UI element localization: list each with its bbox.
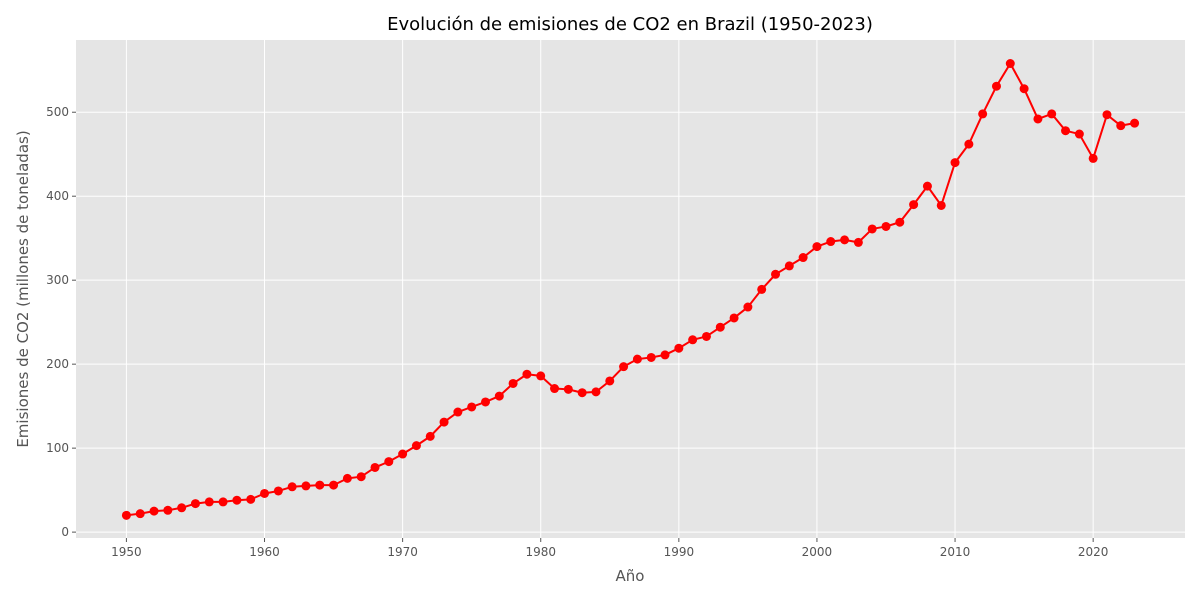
x-axis-ticks: 1950 1960 1970 1980 1990 2000 2010 2020 [111,538,1108,559]
data-point [536,371,546,381]
data-point [1116,121,1126,131]
x-tick-label: 1980 [525,545,556,559]
grid-lines [76,40,1185,538]
data-point [370,462,380,472]
data-point [425,431,435,441]
data-point [881,221,891,231]
data-point [964,139,974,149]
data-point [232,495,242,505]
data-point [273,486,283,496]
data-point [978,109,988,119]
x-tick-label: 1960 [249,545,280,559]
data-point [922,181,932,191]
data-point [522,369,532,379]
data-point [743,302,753,312]
data-point [936,200,946,210]
data-point [287,482,297,492]
data-point [163,505,173,515]
x-axis-label: Año [616,567,645,585]
y-tick-label: 300 [46,273,69,287]
data-point [1102,110,1112,120]
y-axis-ticks: 0 100 200 300 400 500 [46,105,76,539]
data-point [1074,129,1084,139]
data-point [1019,84,1029,94]
data-point [812,242,822,252]
data-point [384,457,394,467]
data-point [356,472,366,482]
data-point [950,158,960,168]
data-point [329,480,339,490]
data-point [550,384,560,394]
data-point [605,376,615,386]
data-point [135,509,145,519]
y-axis-label: Emisiones de CO2 (millones de toneladas) [14,130,32,447]
data-point [1047,109,1057,119]
y-tick-label: 100 [46,441,69,455]
data-point [646,352,656,362]
data-point [1130,118,1140,128]
data-point [246,494,256,504]
data-point [301,481,311,491]
data-point [563,384,573,394]
data-point [439,417,449,427]
data-point [991,81,1001,91]
y-tick-label: 400 [46,189,69,203]
data-point [218,497,228,507]
x-tick-label: 1970 [387,545,418,559]
data-point [260,488,270,498]
data-point [342,473,352,483]
x-tick-label: 1990 [664,545,695,559]
data-point [480,397,490,407]
series-group [121,59,1140,520]
data-point [494,391,504,401]
data-point [701,331,711,341]
data-point [632,354,642,364]
data-point [453,407,463,417]
data-point [1061,126,1071,136]
data-point [729,313,739,323]
data-point [1033,114,1043,124]
plot-area [76,40,1185,538]
data-point [190,499,200,509]
data-point [715,322,725,332]
x-tick-label: 2020 [1078,545,1109,559]
data-point [591,387,601,397]
data-point [121,510,131,520]
x-tick-label: 2010 [940,545,971,559]
x-tick-label: 1950 [111,545,142,559]
data-point [411,441,421,451]
y-tick-label: 200 [46,357,69,371]
data-point [674,343,684,353]
data-point [909,200,919,210]
data-point [467,402,477,412]
chart-title: Evolución de emisiones de CO2 en Brazil … [387,14,873,35]
x-tick-label: 2000 [802,545,833,559]
data-point [177,503,187,513]
data-point [660,350,670,360]
data-point [853,237,863,247]
y-tick-label: 500 [46,105,69,119]
data-point [1005,59,1015,69]
data-point [867,224,877,234]
data-point [840,235,850,245]
data-point [895,217,905,227]
data-point [784,261,794,271]
data-point [1088,153,1098,163]
data-point [771,269,781,279]
data-point [398,449,408,459]
data-point [204,497,214,507]
y-tick-label: 0 [61,525,69,539]
data-point [757,284,767,294]
data-point [688,335,698,345]
data-point [577,388,587,398]
data-point [826,237,836,247]
data-point [149,506,159,516]
data-point [315,480,325,490]
data-point [798,253,808,263]
data-point [508,378,518,388]
data-point [619,362,629,372]
